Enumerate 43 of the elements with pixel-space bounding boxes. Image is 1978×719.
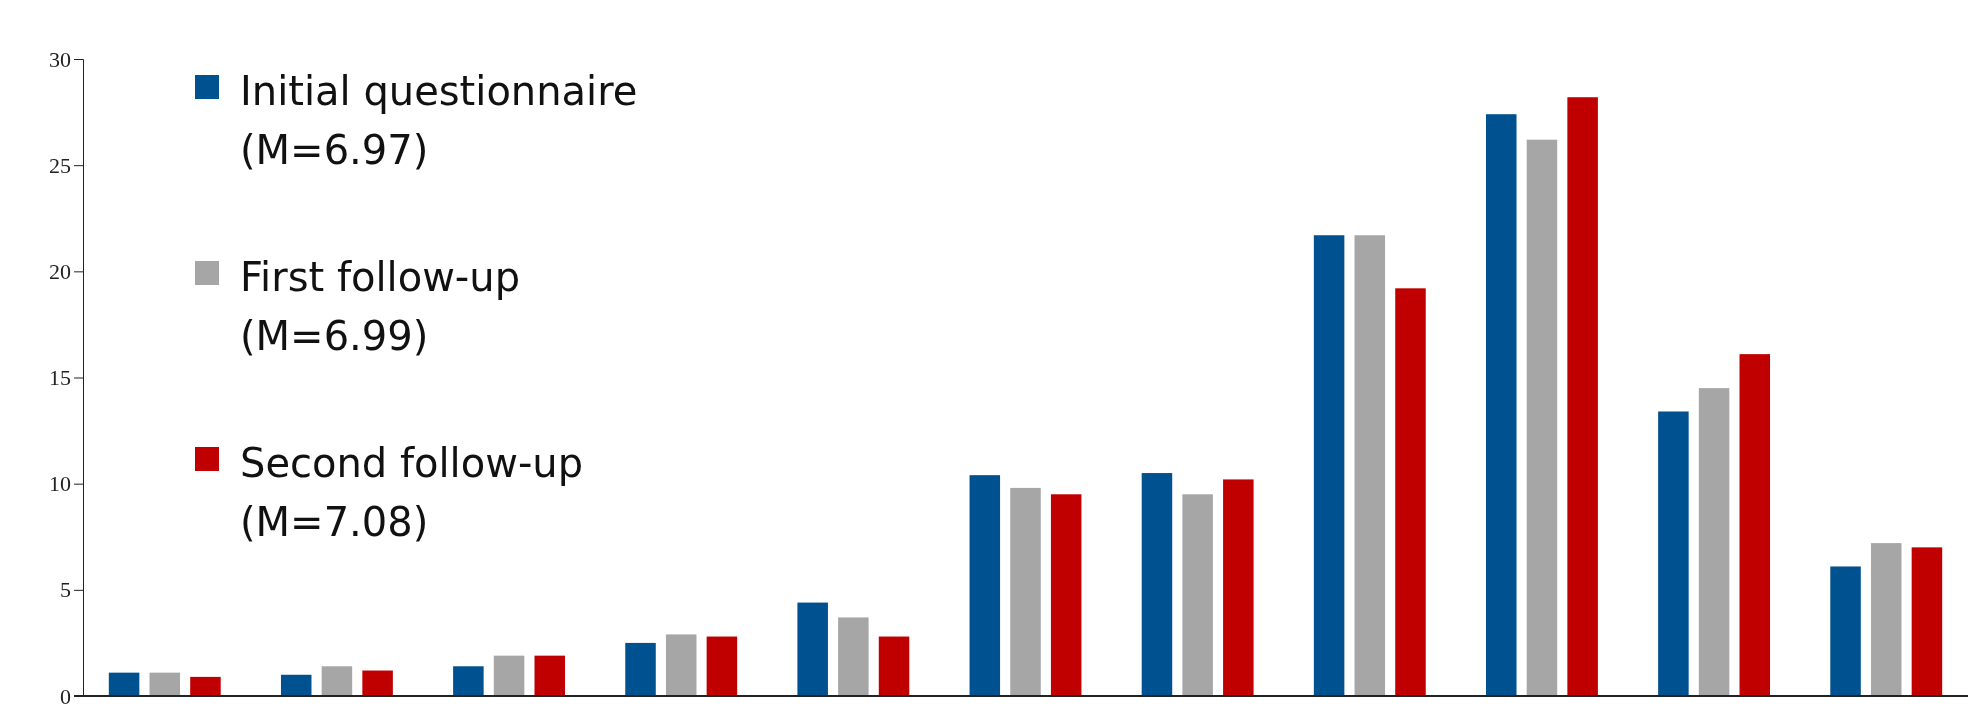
bar [190,676,221,696]
bar [665,634,697,696]
bar [878,636,910,696]
bar [1485,114,1517,696]
bar [1911,547,1943,696]
bar [1698,388,1730,696]
y-tick-label: 20 [49,258,71,284]
bar [1223,479,1254,696]
y-tick-label: 10 [49,471,71,497]
bar [453,666,484,696]
bar [534,655,566,696]
bar [362,670,393,696]
bar [625,642,656,696]
y-tick-label: 5 [60,577,71,603]
bar [1354,235,1386,696]
y-tick-label: 25 [49,152,71,178]
bar [1526,139,1558,696]
bar [1567,97,1598,696]
bar [1050,494,1082,696]
y-tick-label: 15 [49,365,71,391]
bar [1010,487,1041,696]
bar [797,602,828,696]
bar [280,674,312,696]
bar [1830,566,1861,696]
bar [1313,235,1345,696]
bar [493,655,525,696]
bar [149,672,181,696]
bar [1739,354,1771,696]
legend-label: Initial questionnaire (M=6.97) [240,68,638,173]
bar [321,666,353,696]
bar [706,636,738,696]
y-tick-label: 30 [49,46,71,72]
bar [838,617,869,696]
bar [1182,494,1213,696]
bar [969,475,1001,696]
legend-label: Second follow-up (M=7.08) [240,440,584,545]
bar [1395,288,1426,696]
bar [1870,543,1902,696]
bar [1141,473,1173,696]
y-tick-label: 0 [60,683,71,709]
bar [108,672,140,696]
legend-label: First follow-up (M=6.99) [240,254,521,359]
bar [1658,411,1689,696]
